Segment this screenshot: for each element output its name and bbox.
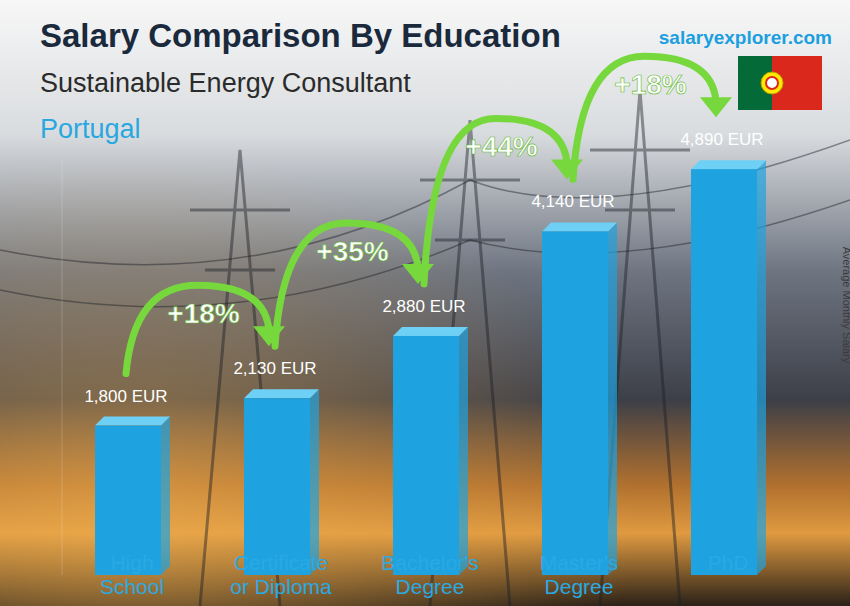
arrow-head	[402, 264, 434, 284]
data-label: 1,800 EUR	[84, 387, 167, 406]
x-tick-label: HighSchool	[100, 551, 164, 598]
bar-side	[161, 417, 170, 575]
bar-front	[691, 169, 757, 575]
y-axis-label: Average Monthly Salary	[841, 247, 850, 364]
x-tick-label: PhD	[708, 551, 749, 574]
bar-top	[95, 417, 170, 426]
x-tick-label: Certificateor Diploma	[230, 551, 332, 598]
bar-top	[393, 327, 468, 336]
x-tick-label: Master'sDegree	[540, 551, 619, 598]
bar	[95, 417, 170, 575]
bar	[691, 160, 766, 575]
change-arrow	[573, 56, 732, 179]
location: Portugal	[40, 114, 141, 144]
bar-front	[95, 426, 161, 575]
flag-shield	[766, 77, 778, 89]
bar	[244, 389, 319, 575]
data-label: 4,140 EUR	[531, 192, 614, 211]
bar-side	[608, 222, 617, 575]
flag-emblem	[761, 72, 783, 94]
background	[0, 0, 850, 606]
bar	[393, 327, 468, 575]
bar-front	[244, 398, 310, 575]
source: salaryexplorer.com	[659, 27, 832, 48]
arrow-head	[253, 326, 285, 346]
data-label: 2,130 EUR	[233, 359, 316, 378]
bar-top	[244, 389, 319, 398]
bar	[542, 222, 617, 575]
arrow-head	[551, 159, 583, 179]
annotation: +35%	[316, 236, 388, 267]
arrow-arc	[126, 285, 269, 373]
bar-front	[393, 336, 459, 575]
arrow-head	[700, 97, 732, 117]
annotation: +18%	[167, 298, 239, 329]
data-label: 4,890 EUR	[680, 130, 763, 149]
subtitle: Sustainable Energy Consultant	[40, 68, 411, 98]
change-arrow	[126, 285, 285, 373]
arrow-arc	[573, 56, 716, 179]
title: Salary Comparison By Education	[40, 17, 561, 54]
annotation: +44%	[465, 131, 537, 162]
x-tick-label: Bachelor'sDegree	[381, 551, 478, 598]
change-arrow	[275, 223, 434, 346]
pylons	[0, 90, 850, 606]
sunset-glow	[0, 0, 850, 606]
flag	[738, 56, 822, 110]
bar-side	[459, 327, 468, 575]
y-axis-line	[62, 160, 63, 575]
data-label: 2,880 EUR	[382, 297, 465, 316]
bar-front	[542, 231, 608, 575]
bar-side	[757, 160, 766, 575]
change-arrow	[424, 118, 583, 284]
annotation: +18%	[614, 69, 686, 100]
bar-top	[542, 222, 617, 231]
arrow-arc	[275, 223, 418, 346]
bar-side	[310, 389, 319, 575]
bar-top	[691, 160, 766, 169]
arrow-arc	[424, 118, 567, 284]
